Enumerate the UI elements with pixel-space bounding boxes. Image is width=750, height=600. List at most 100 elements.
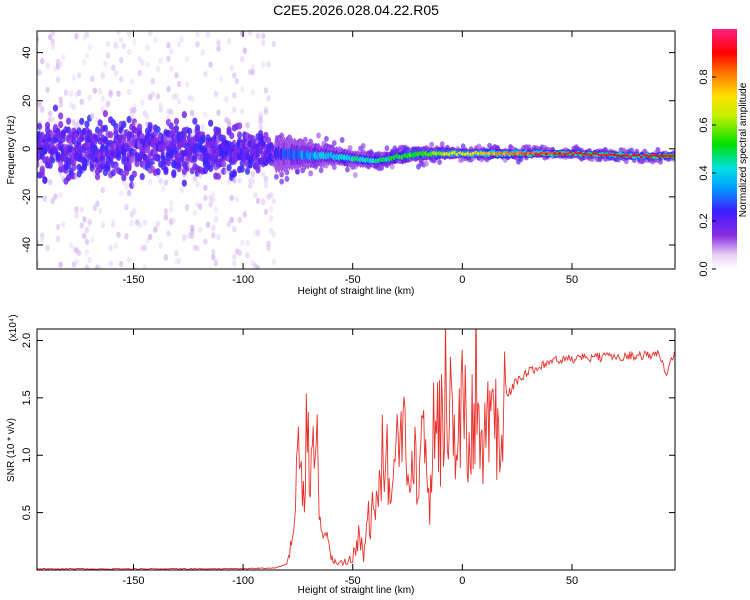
snr-y-axis-label: SNR (10 * v/v) (6, 418, 17, 482)
heat-cell (155, 65, 161, 73)
heat-cell (250, 178, 255, 185)
y-tick-label: -40 (21, 237, 33, 253)
heat-cell (234, 77, 240, 85)
heat-cell (331, 164, 337, 171)
colorbar-ticks: 0.0 0.2 0.4 0.6 0.8 (698, 69, 716, 277)
heat-cell (118, 37, 124, 44)
heat-cell (258, 123, 263, 131)
heat-cell (94, 173, 101, 181)
heat-cell (58, 60, 63, 68)
heat-cell (261, 171, 266, 178)
heat-cell (87, 256, 92, 264)
heat-cell (200, 49, 205, 56)
heat-cell (271, 40, 276, 48)
heat-cell (61, 53, 66, 61)
heat-cell (163, 166, 169, 174)
heat-cell (74, 206, 79, 213)
spectrogram-ticks: -150 -100 -50 0 50 -40 -20 0 20 40 (21, 31, 675, 286)
heat-cell (126, 115, 132, 124)
heat-cell (161, 185, 166, 192)
heat-cell (197, 203, 203, 210)
heat-cell (195, 41, 200, 48)
heat-cell (429, 141, 435, 148)
heat-cell (187, 162, 192, 169)
heat-cell (108, 91, 113, 98)
heat-cell (437, 159, 442, 166)
heat-cell (50, 31, 55, 37)
heat-cell (236, 122, 243, 130)
heat-cell (110, 169, 116, 177)
heat-cell (182, 235, 187, 243)
heat-cell (186, 127, 193, 135)
heat-cell (261, 39, 266, 46)
heat-cell (90, 112, 95, 119)
heat-cell (240, 239, 245, 246)
heat-cell (118, 260, 124, 268)
heat-cell (250, 63, 255, 71)
colorbar-tick-label: 0.2 (698, 213, 710, 228)
heat-cell (97, 119, 103, 127)
heat-cell (168, 65, 174, 73)
heat-cell (163, 208, 169, 215)
heat-cell (147, 31, 153, 37)
snr-ticks: -150 -100 -50 0 50 0.5 1.0 1.5 2.0 (21, 329, 675, 587)
heat-cell (153, 36, 158, 44)
heat-cell (179, 36, 184, 43)
heat-cell (245, 239, 250, 247)
y-tick-label: 20 (21, 95, 33, 107)
heat-cell (79, 222, 84, 229)
heat-cell (126, 31, 132, 38)
heat-cell (213, 216, 219, 223)
heat-cell (118, 76, 124, 83)
heat-cell (271, 258, 276, 266)
heat-cell (184, 205, 190, 212)
chart-title: C2E5.2026.028.04.22.R05 (273, 2, 439, 18)
heat-cell (140, 99, 145, 107)
heat-cell (229, 132, 235, 140)
heat-cell (37, 69, 42, 76)
heat-cell (268, 215, 274, 222)
heat-cell (84, 264, 90, 269)
heat-cell (181, 179, 187, 187)
heat-cell (53, 193, 58, 200)
heat-cell (247, 182, 253, 190)
heat-cell (142, 219, 148, 226)
heat-cell (268, 191, 274, 199)
snr-series (37, 329, 675, 570)
heat-cell (302, 136, 308, 143)
heat-cell (40, 106, 45, 113)
x-tick-label: -150 (122, 274, 144, 286)
heat-cell (50, 38, 55, 45)
heat-cell (232, 106, 237, 113)
heat-cell (190, 109, 195, 117)
colorbar-tick-label: 0.0 (698, 261, 710, 276)
heat-cell (74, 258, 79, 265)
heat-cell (460, 143, 466, 150)
heat-cell (203, 194, 208, 202)
heat-cell (171, 170, 177, 179)
heat-cell (118, 57, 124, 64)
heat-cell (126, 88, 132, 95)
heat-cell (226, 126, 232, 134)
heat-cell (105, 100, 111, 108)
x-tick-label: 0 (459, 575, 465, 587)
heat-cell (111, 64, 116, 71)
heat-cell (132, 107, 137, 114)
heat-cell (176, 98, 182, 105)
y-tick-label: -20 (21, 189, 33, 205)
heat-cell (116, 31, 121, 36)
y-tick-label: 1.5 (21, 390, 33, 405)
y-tick-label: 40 (21, 47, 33, 59)
heat-cell (147, 178, 153, 186)
heat-cell (234, 195, 240, 203)
heat-cell (129, 156, 135, 164)
heat-cell (279, 171, 285, 178)
heat-cell (258, 110, 263, 117)
heat-cell (263, 208, 269, 216)
heat-cell (266, 61, 271, 68)
x-tick-label: 50 (566, 274, 578, 286)
heat-cell (168, 108, 174, 116)
heat-cell (71, 74, 77, 81)
heat-cell (158, 242, 163, 249)
heat-cell (255, 162, 261, 170)
